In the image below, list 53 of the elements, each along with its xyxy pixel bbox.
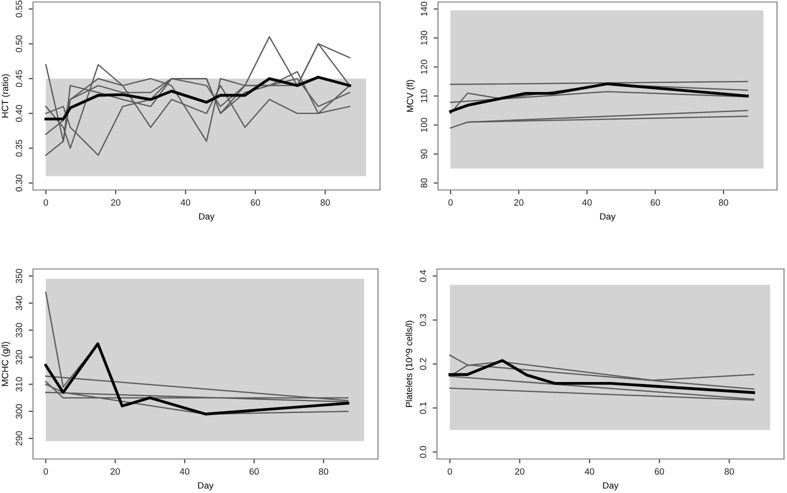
x-tick-label: 80: [320, 199, 330, 206]
x-tick-label: 40: [582, 199, 592, 206]
x-tick-label: 80: [318, 468, 328, 475]
y-tick-label: 290: [16, 431, 22, 446]
y-tick-label: 0.35: [16, 140, 22, 157]
y-tick-label: 80: [420, 178, 428, 188]
x-tick-label: 60: [654, 468, 664, 475]
x-axis-title: Day: [603, 482, 619, 490]
x-tick-label: 0: [44, 199, 48, 206]
y-tick-label: 340: [16, 296, 22, 310]
x-tick-label: 20: [515, 468, 524, 475]
x-tick-label: 40: [180, 199, 190, 206]
y-tick-label: 120: [420, 60, 428, 74]
x-tick-label: 0: [448, 199, 453, 206]
x-tick-label: 40: [180, 468, 190, 475]
y-tick-label: 110: [420, 89, 428, 103]
y-axis-title: MCV (fl): [406, 80, 415, 112]
y-tick-label: 0.4: [420, 270, 426, 282]
y-tick-label: 0.55: [16, 0, 22, 18]
x-tick-label: 20: [111, 199, 120, 206]
y-tick-label: 0.50: [16, 35, 22, 52]
x-axis-title: Day: [198, 482, 214, 490]
y-tick-label: 0.3: [420, 314, 426, 326]
x-tick-label: 60: [250, 199, 260, 206]
x-tick-label: 20: [110, 468, 120, 475]
y-tick-label: 330: [16, 322, 22, 338]
x-tick-label: 40: [584, 468, 594, 475]
x-axis-title: Day: [600, 213, 616, 222]
y-tick-label: 350: [16, 268, 22, 284]
y-tick-label: 320: [16, 350, 22, 364]
x-tick-label: 20: [514, 199, 524, 206]
y-axis-title: Platelets (10^9 cells/l): [406, 320, 414, 408]
y-tick-label: 0.2: [420, 358, 426, 370]
y-tick-label: 140: [420, 2, 428, 16]
x-tick-label: 60: [250, 468, 259, 475]
y-tick-label: 310: [16, 377, 22, 392]
y-tick-label: 130: [420, 30, 428, 45]
x-tick-label: 60: [650, 199, 660, 206]
y-tick-label: 0.0: [420, 446, 426, 458]
x-tick-label: 80: [718, 199, 728, 206]
x-axis-title: Day: [199, 213, 215, 222]
y-axis-title: HCT (ratio): [2, 74, 10, 118]
x-tick-label: 0: [448, 468, 452, 475]
y-tick-label: 300: [16, 404, 22, 419]
y-tick-label: 0.45: [16, 70, 22, 88]
y-tick-label: 0.30: [16, 174, 22, 192]
y-tick-label: 0.40: [16, 104, 22, 122]
y-axis-title: MCHC (g/l): [2, 342, 10, 386]
x-tick-label: 80: [724, 468, 734, 475]
y-tick-label: 90: [420, 149, 428, 159]
y-tick-label: 0.1: [420, 402, 426, 414]
y-tick-label: 100: [420, 118, 428, 132]
x-tick-label: 0: [44, 468, 48, 475]
